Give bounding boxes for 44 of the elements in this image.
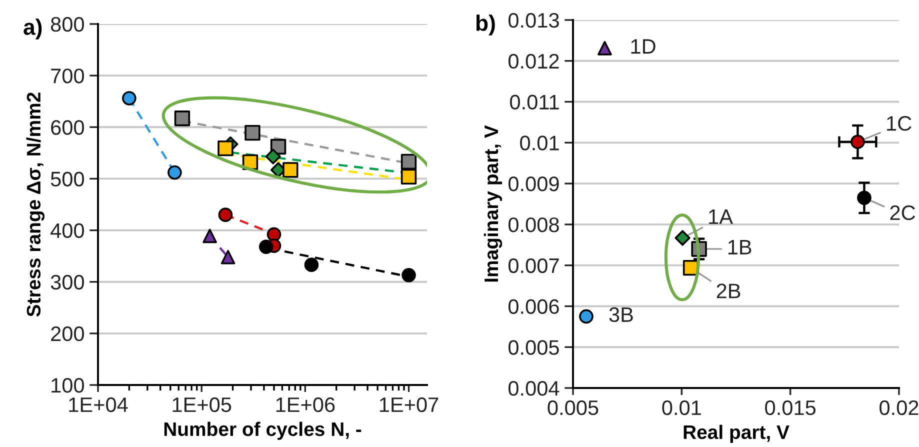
x-tick-label: 0.005: [548, 400, 598, 416]
x-tick-label: 0.02: [880, 400, 918, 416]
y-axis-title: Stress range Δσ, N/mm2: [26, 92, 44, 317]
x-axis-title: Number of cycles N, -: [164, 422, 362, 440]
y-tick-label: 700: [51, 68, 84, 84]
y-axis-title: Imaginary part, V: [484, 125, 502, 282]
x-tick-label: 1E+04: [69, 397, 128, 412]
annotation: 2C: [890, 205, 916, 220]
annotation: 1A: [709, 210, 733, 224]
annotation: 2B: [716, 284, 740, 298]
point: [674, 230, 690, 246]
y-tick-label: 0.009: [508, 176, 559, 192]
point: [579, 309, 594, 324]
x-tick-label: 1E+05: [172, 397, 232, 412]
x-tick-label: 0.01: [662, 400, 701, 416]
annotation: 1C: [887, 116, 912, 131]
point: [598, 41, 612, 56]
y-tick-label: 0.006: [508, 299, 559, 314]
y-tick-label: 400: [50, 223, 84, 238]
annotation: 3B: [609, 307, 633, 322]
y-tick-label: 800: [50, 17, 84, 32]
y-tick-label: 600: [51, 120, 84, 135]
text: a): [24, 18, 42, 40]
annotation: 1B: [728, 240, 752, 254]
y-tick-label: 0.007: [508, 258, 559, 274]
x-tick-label: 0.015: [765, 400, 816, 416]
x-tick-label: 1E+07: [380, 397, 438, 412]
y-tick-label: 200: [51, 326, 84, 342]
y-tick-label: 0.008: [508, 217, 559, 232]
x-tick-label: 1E+06: [276, 397, 335, 412]
y-tick-label: 0.01: [520, 136, 559, 150]
point: [857, 190, 872, 206]
y-tick-label: 300: [50, 274, 84, 290]
text: b): [476, 14, 495, 36]
y-tick-label: 0.004: [508, 381, 560, 396]
y-tick-label: 0.005: [508, 340, 559, 355]
y-tick-label: 0.012: [508, 54, 559, 69]
y-tick-label: 0.013: [508, 13, 559, 28]
y-tick-label: 100: [52, 378, 84, 393]
annotation: 1D: [631, 39, 656, 54]
y-tick-label: 500: [50, 172, 84, 186]
y-tick-label: 0.011: [510, 94, 559, 110]
x-axis-title: Real part, V: [684, 424, 790, 443]
point: [850, 134, 865, 150]
